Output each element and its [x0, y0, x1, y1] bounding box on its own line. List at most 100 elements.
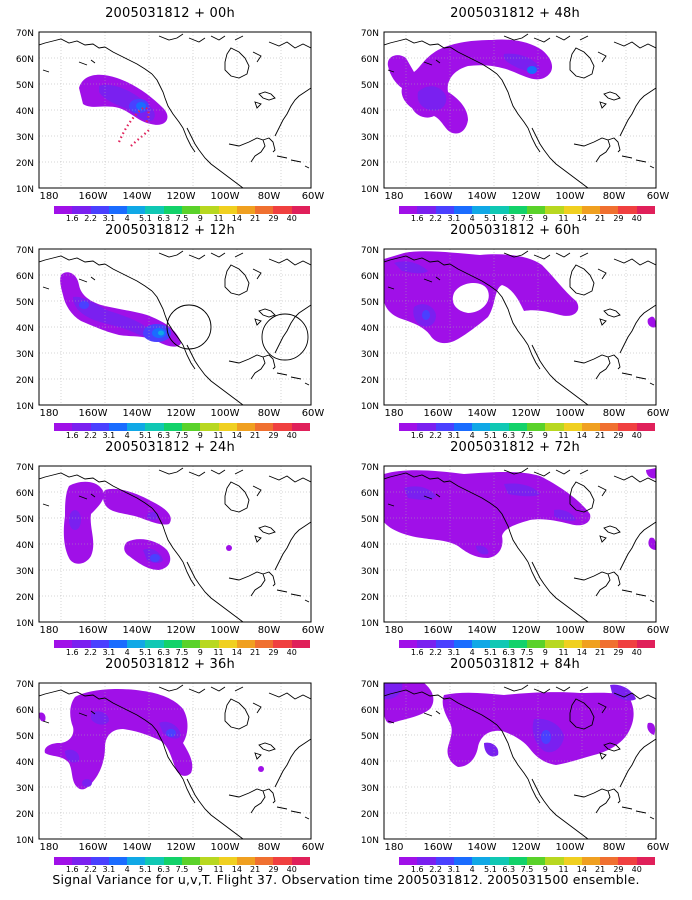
colorbar-label: 2.2	[429, 214, 442, 223]
lat-label: 40N	[15, 107, 34, 117]
colorbar-label: 7.5	[175, 214, 189, 223]
colorbar-label: 2.2	[429, 865, 442, 874]
colorbar-label: 14	[231, 865, 242, 874]
colorbar-label: 3.1	[447, 431, 461, 440]
lon-label: 100W	[555, 408, 585, 419]
colorbar-label: 21	[250, 431, 261, 440]
colorbar-swatch	[490, 640, 509, 648]
colorbar-label: 21	[250, 214, 261, 223]
lat-label: 10N	[360, 836, 379, 846]
lat-label: 60N	[15, 706, 34, 716]
colorbar-swatch	[618, 206, 637, 214]
colorbar-label: 11	[558, 648, 569, 657]
colorbar-swatch	[453, 640, 473, 648]
colorbar	[54, 423, 310, 431]
colorbar-label: 29	[268, 431, 279, 440]
colorbar-swatch	[545, 206, 564, 214]
variance-map	[38, 248, 312, 406]
colorbar-swatch	[218, 640, 237, 648]
lat-label: 50N	[360, 298, 379, 308]
colorbar-swatch	[526, 857, 546, 865]
lat-label: 50N	[15, 515, 34, 525]
lon-label: 160W	[423, 842, 453, 853]
lat-label: 70N	[360, 463, 379, 473]
colorbar-label: 6.3	[502, 865, 516, 874]
colorbar-swatch	[127, 640, 146, 648]
map-panel-12h: 2005031812 + 12h 70N 60N 50N 40N 30N 20N 10N 18…	[2, 221, 338, 440]
colorbar-swatch	[163, 206, 182, 214]
colorbar-swatch	[145, 857, 164, 865]
colorbar-label: 6.3	[157, 865, 171, 874]
variance-map	[38, 682, 312, 840]
colorbar-swatch	[435, 423, 454, 431]
colorbar-swatch	[618, 423, 637, 431]
colorbar-label: 29	[268, 865, 279, 874]
colorbar-swatch	[291, 206, 310, 214]
colorbar-swatch	[236, 423, 256, 431]
colorbar-swatch	[236, 640, 256, 648]
colorbar	[399, 857, 655, 865]
lon-label: 140W	[122, 625, 152, 636]
map-panel-24h: 2005031812 + 24h 70N 60N 50N 40N 30N 20N 10N 18…	[2, 438, 338, 657]
colorbar-label: 9	[542, 431, 548, 440]
colorbar-swatch	[636, 206, 655, 214]
colorbar-label: 4	[124, 431, 130, 440]
colorbar-label: 7.5	[520, 214, 534, 223]
colorbar-swatch	[200, 423, 219, 431]
colorbar-swatch	[618, 857, 637, 865]
colorbar-label: 7.5	[175, 865, 189, 874]
lat-label: 50N	[360, 732, 379, 742]
colorbar-label: 1.6	[410, 214, 424, 223]
colorbar-swatch	[508, 640, 527, 648]
colorbar-label: 29	[613, 865, 624, 874]
colorbar-swatch	[145, 640, 164, 648]
colorbar-swatch	[255, 423, 274, 431]
colorbar-label: 1.6	[410, 648, 424, 657]
colorbar-label: 9	[542, 214, 548, 223]
lat-label: 30N	[15, 784, 34, 794]
colorbar-swatch	[54, 857, 73, 865]
colorbar-label: 21	[595, 865, 606, 874]
lat-label: 20N	[360, 376, 379, 386]
lat-label: 70N	[360, 29, 379, 39]
lat-label: 70N	[360, 680, 379, 690]
colorbar-swatch	[163, 857, 182, 865]
lat-label: 60N	[360, 706, 379, 716]
colorbar-label: 9	[197, 214, 203, 223]
variance-map	[383, 465, 657, 623]
panel-title: 2005031812 + 60h	[450, 223, 580, 238]
colorbar-label: 11	[558, 431, 569, 440]
lat-label: 20N	[15, 159, 34, 169]
colorbar-label: 4	[124, 648, 130, 657]
lat-label: 20N	[15, 810, 34, 820]
colorbar-swatch	[145, 206, 164, 214]
colorbar-swatch	[255, 206, 274, 214]
colorbar	[54, 206, 310, 214]
lat-label: 30N	[360, 350, 379, 360]
lon-label: 180	[39, 625, 59, 636]
colorbar-swatch	[399, 206, 418, 214]
lon-label: 80W	[602, 625, 626, 636]
lat-label: 20N	[15, 376, 34, 386]
colorbar-label: 4	[469, 214, 475, 223]
colorbar-label: 1.6	[410, 865, 424, 874]
panel-title: 2005031812 + 24h	[105, 440, 235, 455]
colorbar-swatch	[127, 857, 146, 865]
lon-label: 160W	[78, 625, 108, 636]
colorbar-label: 11	[558, 214, 569, 223]
colorbar-swatch	[581, 857, 601, 865]
colorbar-swatch	[545, 423, 564, 431]
colorbar-swatch	[417, 423, 436, 431]
colorbar-swatch	[163, 423, 182, 431]
lon-label: 100W	[555, 625, 585, 636]
colorbar-swatch	[273, 206, 292, 214]
lon-label: 60W	[646, 625, 670, 636]
lat-label: 30N	[15, 133, 34, 143]
colorbar-swatch	[72, 640, 91, 648]
lat-label: 40N	[15, 541, 34, 551]
colorbar-swatch	[453, 206, 473, 214]
colorbar-label: 29	[613, 214, 624, 223]
colorbar-label: 7.5	[520, 865, 534, 874]
colorbar-swatch	[127, 206, 146, 214]
colorbar-label: 5.1	[139, 865, 152, 874]
